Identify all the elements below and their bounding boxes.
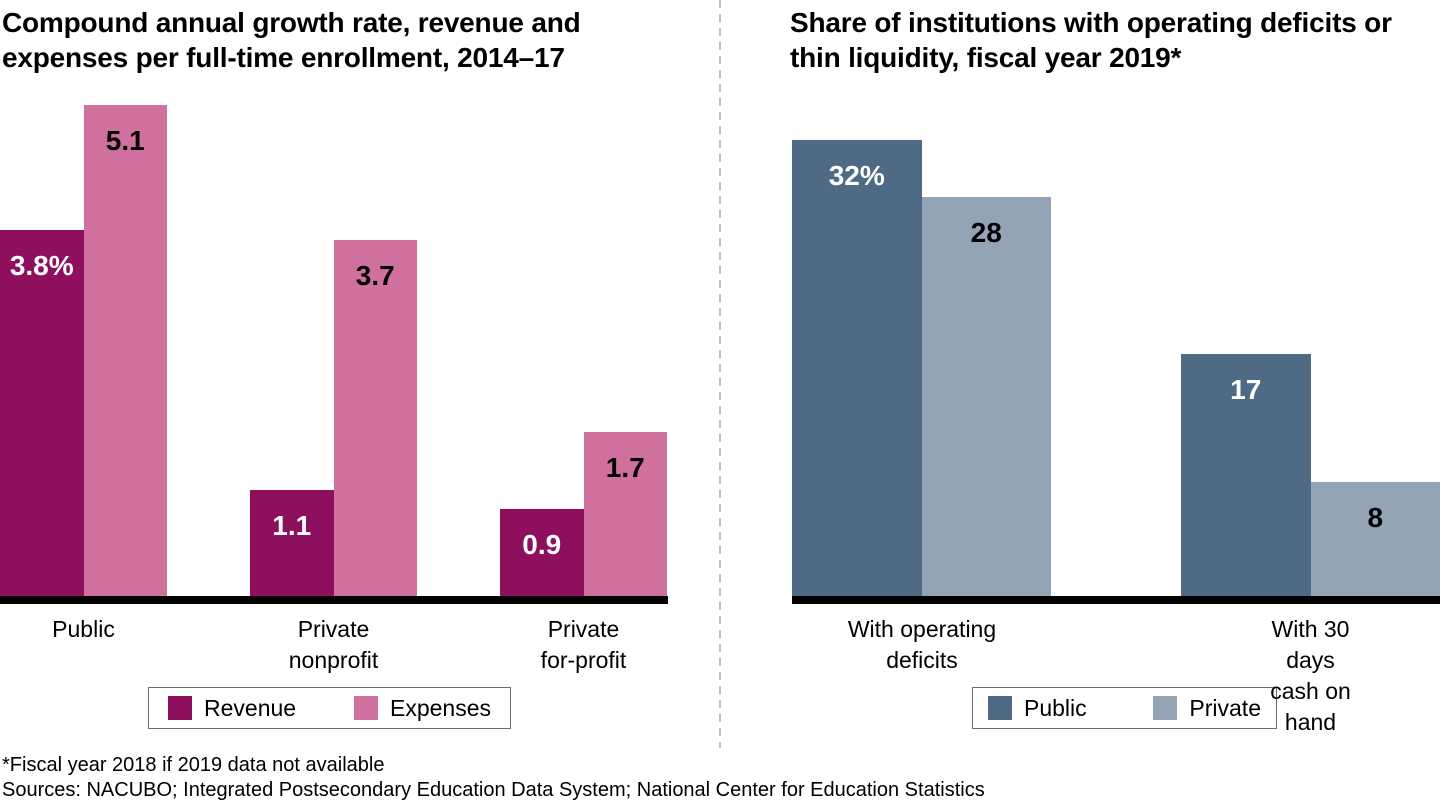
bar-revenue-private-for-profit: 0.9 <box>500 509 584 596</box>
footer: *Fiscal year 2018 if 2019 data not avail… <box>2 753 985 803</box>
bar-expenses-public: 5.1 <box>83 105 167 596</box>
bar-value-label: 3.7 <box>355 260 395 291</box>
right-chart-title: Share of institutions with operating def… <box>790 7 1392 73</box>
bar-value-label: 1.1 <box>272 510 312 541</box>
bar-value-label: 5.1 <box>105 125 145 156</box>
footnote: *Fiscal year 2018 if 2019 data not avail… <box>2 754 385 776</box>
x-label-private-nonprofit: Private nonprofit <box>288 616 379 673</box>
x-label-private-for-profit: Private for-profit <box>540 616 627 673</box>
x-axis-left <box>0 596 668 604</box>
bar-private-with-30-days-cash-on-hand: 8 <box>1310 482 1440 596</box>
bar-public-with-30-days-cash-on-hand: 17 <box>1181 354 1311 596</box>
revenue-swatch-icon <box>168 696 192 720</box>
bar-expenses-private-nonprofit: 3.7 <box>333 240 417 596</box>
legend-label: Public <box>1024 694 1087 721</box>
x-label-with-operating-deficits: With operating deficits <box>847 616 997 673</box>
legend-label: Revenue <box>204 694 297 721</box>
x-label-with-30-days-cash-on-hand: With 30 days cash on hand <box>1270 616 1351 735</box>
legend-public-private: Public Private <box>972 687 1277 729</box>
bar-value-label: 0.9 <box>522 529 562 560</box>
private-swatch-icon <box>1153 696 1178 720</box>
x-label-public: Public <box>52 616 115 642</box>
public-swatch-icon <box>988 696 1012 720</box>
legend-item-private: Private <box>1153 695 1261 722</box>
bar-value-label: 32% <box>828 160 885 191</box>
sources-line: Sources: NACUBO; Integrated Postsecondar… <box>2 779 985 801</box>
bar-private-with-operating-deficits: 28 <box>921 197 1051 596</box>
legend-item-public: Public <box>988 695 1087 722</box>
bar-revenue-private-nonprofit: 1.1 <box>250 490 334 596</box>
bar-public-with-operating-deficits: 32% <box>792 140 922 596</box>
left-chart-title: Compound annual growth rate, revenue and… <box>2 7 581 73</box>
bar-expenses-private-for-profit: 1.7 <box>583 432 667 596</box>
legend-revenue-expenses: Revenue Expenses <box>148 687 511 729</box>
legend-item-revenue: Revenue <box>168 695 296 722</box>
expenses-swatch-icon <box>353 696 378 720</box>
legend-item-expenses: Expenses <box>353 694 491 722</box>
bar-revenue-public: 3.8% <box>0 230 84 596</box>
section-divider <box>719 0 721 748</box>
plot-area: 3.8% 1.1 0.9 5.1 3.7 1.7 32% 17 28 8 <box>0 105 1440 596</box>
bar-value-label: 28 <box>970 217 1002 248</box>
legend-label: Expenses <box>389 694 491 721</box>
bar-value-label: 3.8% <box>9 250 74 281</box>
bar-value-label: 8 <box>1367 502 1384 533</box>
legend-label: Private <box>1189 694 1261 721</box>
bar-value-label: 1.7 <box>605 452 645 483</box>
x-axis-right <box>792 596 1440 604</box>
bar-value-label: 17 <box>1230 374 1262 405</box>
